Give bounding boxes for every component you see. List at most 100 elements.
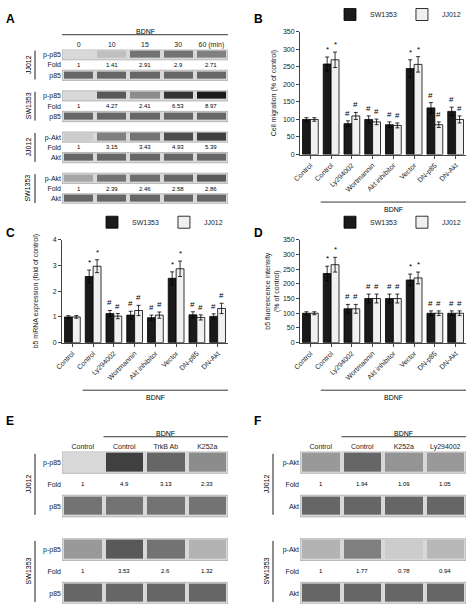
svg-text:#: # [211,302,216,311]
svg-text:1: 1 [77,144,81,150]
svg-text:*: * [326,254,329,263]
svg-text:b5 fluorescence intensity(% of: b5 fluorescence intensity(% of control) [264,252,281,330]
svg-text:b5 mRNA expression (fold of co: b5 mRNA expression (fold of control) [32,234,40,348]
svg-text:6.53: 6.53 [172,103,184,109]
svg-text:150: 150 [283,98,295,105]
svg-text:*: * [409,262,412,271]
svg-text:8.97: 8.97 [205,103,217,109]
svg-text:0: 0 [53,339,57,346]
svg-text:*: * [334,245,337,254]
svg-text:*: * [334,40,337,49]
svg-text:C: C [6,226,15,240]
svg-text:#: # [457,104,462,113]
svg-text:3.13: 3.13 [160,481,172,487]
svg-text:4.93: 4.93 [172,144,184,150]
svg-text:1.32: 1.32 [201,568,213,574]
svg-text:300: 300 [283,46,295,53]
svg-text:p85: p85 [49,590,61,598]
svg-text:2.46: 2.46 [139,186,151,192]
svg-text:Vector: Vector [398,161,417,180]
svg-text:1.05: 1.05 [439,481,451,487]
svg-text:#: # [374,282,379,291]
svg-text:#: # [345,109,350,118]
svg-text:JJ012: JJ012 [25,474,32,493]
svg-text:JJ012: JJ012 [263,474,270,493]
svg-text:DN-Akt: DN-Akt [200,350,221,371]
svg-text:BDNF: BDNF [156,430,175,437]
svg-text:JJ012: JJ012 [25,55,32,74]
svg-text:#: # [449,299,454,308]
svg-text:30: 30 [174,41,182,48]
svg-text:10: 10 [108,41,116,48]
svg-text:3.53: 3.53 [118,568,130,574]
svg-text:#: # [436,299,441,308]
svg-text:1: 1 [77,62,81,68]
svg-text:Akt: Akt [289,502,299,509]
svg-text:DN-p85: DN-p85 [416,162,439,185]
svg-text:Vector: Vector [398,349,417,368]
svg-text:2.9: 2.9 [174,62,183,68]
svg-text:100: 100 [283,310,295,317]
svg-text:0: 0 [77,41,81,48]
svg-text:SW1353: SW1353 [132,219,159,226]
svg-text:1: 1 [77,103,81,109]
svg-text:#: # [219,291,224,300]
svg-text:*: * [171,260,174,269]
svg-text:4.9: 4.9 [120,481,129,487]
svg-text:#: # [157,300,162,309]
svg-text:Akt inhibitor: Akt inhibitor [366,349,397,380]
svg-text:BDNF: BDNF [146,394,165,401]
svg-text:350: 350 [283,28,295,35]
svg-text:#: # [395,111,400,120]
svg-text:B: B [254,12,263,26]
svg-text:250: 250 [283,63,295,70]
svg-text:150: 150 [283,295,295,302]
svg-text:1: 1 [53,313,57,320]
svg-text:0: 0 [291,151,295,158]
svg-text:Ly294002: Ly294002 [329,350,356,377]
svg-text:Control: Control [313,161,334,182]
svg-text:SW1353: SW1353 [25,557,32,584]
svg-text:Control: Control [113,443,136,450]
svg-text:50: 50 [287,324,295,331]
svg-text:*: * [96,248,99,257]
svg-text:#: # [395,282,400,291]
svg-text:#: # [457,299,462,308]
svg-text:p-Akt: p-Akt [45,175,61,183]
svg-text:DN-p85: DN-p85 [178,350,201,373]
svg-text:60 (min): 60 (min) [199,41,225,49]
svg-text:Akt: Akt [51,154,61,161]
svg-text:p-p85: p-p85 [43,92,61,100]
svg-text:#: # [353,292,358,301]
svg-text:Ly294002: Ly294002 [329,162,356,189]
svg-text:JJ012: JJ012 [204,219,223,226]
svg-text:Control: Control [71,443,94,450]
svg-text:3.15: 3.15 [106,144,118,150]
svg-text:#: # [436,110,441,119]
svg-text:DN-Akt: DN-Akt [438,350,459,371]
svg-text:Ly294002: Ly294002 [430,443,461,451]
svg-text:#: # [428,299,433,308]
svg-text:0: 0 [291,339,295,346]
svg-text:DN-p85: DN-p85 [416,350,439,373]
svg-text:Vector: Vector [160,349,179,368]
svg-text:2.71: 2.71 [205,62,217,68]
svg-text:#: # [374,107,379,116]
svg-text:#: # [107,298,112,307]
svg-text:350: 350 [283,236,295,243]
svg-text:JJ012: JJ012 [442,219,461,226]
svg-text:4: 4 [53,236,57,243]
svg-text:Akt: Akt [289,590,299,597]
svg-text:#: # [190,300,195,309]
svg-text:1: 1 [81,568,85,574]
svg-text:Ly294002: Ly294002 [91,350,118,377]
svg-text:0.78: 0.78 [398,568,410,574]
svg-text:Akt inhibitor: Akt inhibitor [128,349,159,380]
svg-text:Fold: Fold [47,103,61,110]
svg-text:2.33: 2.33 [201,481,213,487]
svg-text:100: 100 [283,116,295,123]
svg-text:p-p85: p-p85 [43,51,61,59]
svg-text:3.43: 3.43 [139,144,151,150]
svg-text:1: 1 [319,568,323,574]
svg-text:#: # [366,104,371,113]
